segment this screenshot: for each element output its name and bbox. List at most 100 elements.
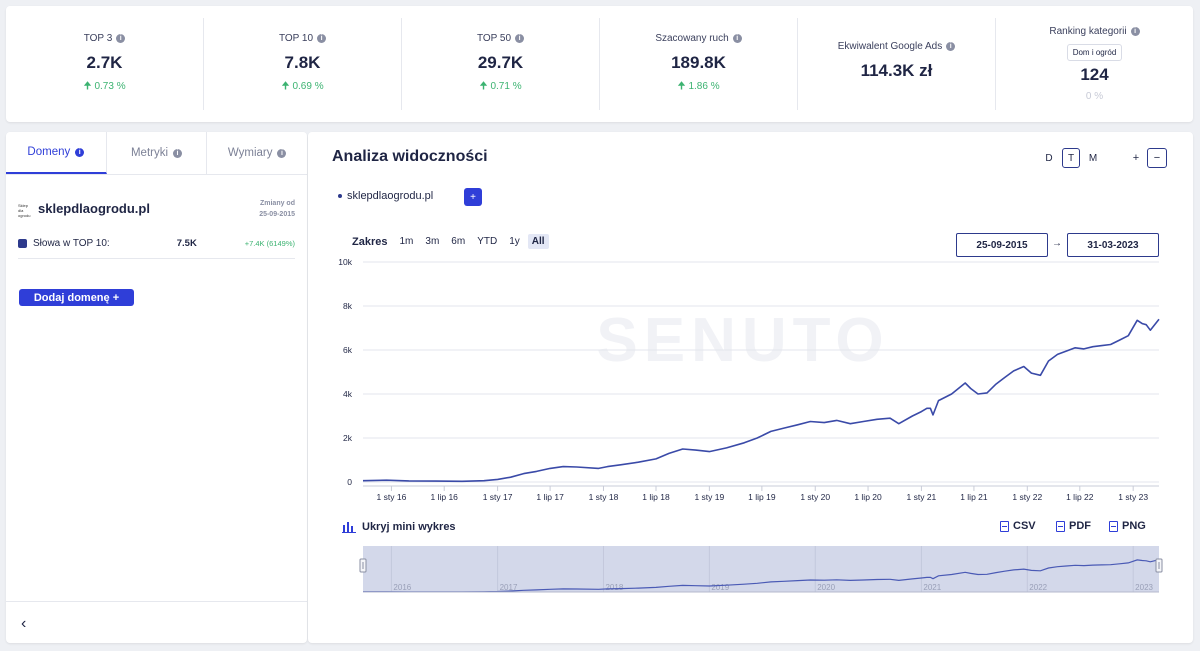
kpi-bar: TOP 3 i 2.7K 🠉 0.73 % TOP 10 i 7.8K 🠉 0.69 % TOP…: [6, 6, 1193, 122]
panel-footer: ‹: [6, 601, 307, 643]
kpi-card: Szacowany ruch i 189.8K 🠉 1.86 %: [600, 18, 798, 110]
x-tick-label: 1 lip 16: [431, 492, 459, 502]
granularity-d[interactable]: D: [1045, 152, 1053, 164]
watermark: SENUTO: [596, 306, 889, 375]
info-icon[interactable]: i: [1130, 27, 1140, 36]
add-series-button[interactable]: +: [464, 188, 482, 206]
x-tick-label: 1 sty 20: [800, 492, 830, 502]
x-tick-label: 1 sty 22: [1012, 492, 1042, 502]
zoom-out-button[interactable]: −: [1147, 148, 1167, 168]
arrow-up-icon: 🠉: [281, 80, 290, 92]
range-label: Zakres: [352, 235, 388, 248]
y-tick-label: 0: [347, 477, 352, 487]
tab-metryki[interactable]: Metryki i: [107, 132, 208, 174]
changes-since-date: 25-09-2015: [259, 211, 295, 218]
x-tick-label: 1 sty 23: [1118, 492, 1148, 502]
zoom-in-button[interactable]: +: [1132, 152, 1140, 164]
kpi-change: 🠉 0.73 %: [83, 80, 126, 92]
changes-since: Zmiany od 25-09-2015: [259, 198, 295, 220]
tab-domeny[interactable]: Domeny i: [6, 132, 107, 174]
range-1y[interactable]: 1y: [509, 236, 520, 247]
kpi-value: 189.8K: [671, 52, 726, 72]
x-tick-label: 1 lip 21: [960, 492, 988, 502]
x-tick-label: 1 sty 21: [907, 492, 937, 502]
date-arrow: →: [1052, 238, 1062, 249]
export-png-label: PNG: [1122, 520, 1146, 532]
range-6m[interactable]: 6m: [451, 236, 466, 247]
navigator-series-line: [363, 559, 1160, 593]
info-icon[interactable]: i: [732, 33, 742, 43]
kpi-change: 🠉 0.71 %: [479, 80, 522, 92]
navigator-year-label: 2021: [923, 583, 941, 592]
x-tick-label: 1 lip 19: [748, 492, 776, 502]
kpi-label: Ranking kategorii i: [1049, 26, 1140, 37]
kpi-value: 124: [1080, 65, 1109, 84]
add-domain-button[interactable]: Dodaj domenę +: [19, 289, 134, 306]
series-line[interactable]: [362, 318, 1160, 483]
y-tick-label: 6k: [343, 345, 353, 355]
metric-row: Słowa w TOP 10: 7.5K +7.4K (6149%): [18, 238, 295, 259]
info-icon[interactable]: i: [277, 148, 287, 158]
x-tick-label: 1 lip 17: [536, 492, 564, 502]
domain-name[interactable]: sklepdlaogrodu.pl: [38, 201, 150, 216]
info-icon[interactable]: i: [75, 147, 85, 157]
visibility-chart: SENUTO 0 2k 4k 6k 8k 10k 1 sty 16 1 lip 16 1 sty …: [338, 257, 1160, 502]
info-icon[interactable]: i: [173, 148, 183, 158]
kpi-card: TOP 3 i 2.7K 🠉 0.73 %: [6, 18, 204, 110]
navigator-year-label: 2023: [1135, 583, 1153, 592]
range-all[interactable]: All: [527, 234, 549, 249]
kpi-label: TOP 50 i: [477, 33, 525, 44]
info-icon[interactable]: i: [317, 33, 327, 43]
domain-row: Sklep dla ogrodu sklepdlaogrodu.pl Zmian…: [6, 175, 307, 220]
legend-item[interactable]: sklepdlaogrodu.pl: [338, 190, 433, 202]
kpi-change: 🠉 1.86 %: [677, 80, 720, 92]
kpi-label: Ekwiwalent Google Ads i: [838, 41, 956, 52]
png-file-icon: [1109, 520, 1118, 532]
date-to-input[interactable]: 31-03-2023: [1067, 233, 1159, 257]
series-color-swatch[interactable]: [18, 239, 27, 248]
arrow-up-icon: 🠉: [83, 80, 92, 92]
export-pdf-button[interactable]: PDF: [1056, 520, 1091, 532]
changes-since-label: Zmiany od: [259, 200, 295, 207]
info-icon[interactable]: i: [515, 33, 525, 43]
tab-wymiary[interactable]: Wymiary i: [207, 132, 307, 174]
range-3m[interactable]: 3m: [425, 236, 440, 247]
granularity-t[interactable]: T: [1062, 148, 1080, 168]
range-1m[interactable]: 1m: [399, 236, 414, 247]
x-tick-label: 1 sty 18: [589, 492, 619, 502]
date-from-input[interactable]: 25-09-2015: [956, 233, 1048, 257]
x-tick-label: 1 lip 18: [642, 492, 670, 502]
chevron-left-icon[interactable]: ‹: [21, 615, 27, 632]
kpi-card: Ranking kategorii i Dom i ogród 124 0 %: [996, 18, 1193, 110]
arrow-up-icon: 🠉: [479, 80, 488, 92]
legend-label: sklepdlaogrodu.pl: [347, 190, 434, 202]
domain-favicon: Sklep dla ogrodu: [18, 203, 31, 218]
export-png-button[interactable]: PNG: [1109, 520, 1146, 532]
info-icon[interactable]: i: [116, 33, 126, 43]
kpi-value: 2.7K: [86, 52, 123, 72]
hide-mini-chart-label: Ukryj mini wykres: [362, 520, 456, 533]
export-csv-button[interactable]: CSV: [1000, 520, 1036, 532]
export-pdf-label: PDF: [1069, 520, 1091, 532]
x-tick-label: 1 lip 22: [1066, 492, 1094, 502]
x-tick-label: 1 lip 20: [854, 492, 882, 502]
kpi-value: 7.8K: [284, 52, 321, 72]
legend-dot-icon: [338, 194, 342, 198]
arrow-up-icon: 🠉: [677, 80, 686, 92]
range-ytd[interactable]: YTD: [477, 236, 498, 247]
csv-file-icon: [1000, 520, 1009, 532]
mini-chart-navigator[interactable]: 2016 2017 2018 2019 2020 2021 2022 2023: [308, 542, 1193, 602]
granularity-m[interactable]: M: [1088, 152, 1098, 164]
navigator-year-label: 2019: [711, 583, 729, 592]
y-tick-label: 2k: [343, 433, 353, 443]
hide-mini-chart-button[interactable]: Ukryj mini wykres: [342, 520, 456, 533]
y-tick-label: 4k: [343, 389, 353, 399]
category-badge[interactable]: Dom i ogród: [1066, 44, 1123, 61]
navigator-year-label: 2020: [817, 583, 835, 592]
info-icon[interactable]: i: [946, 42, 956, 51]
navigator-year-label: 2016: [393, 583, 411, 592]
x-tick-label: 1 sty 19: [694, 492, 724, 502]
